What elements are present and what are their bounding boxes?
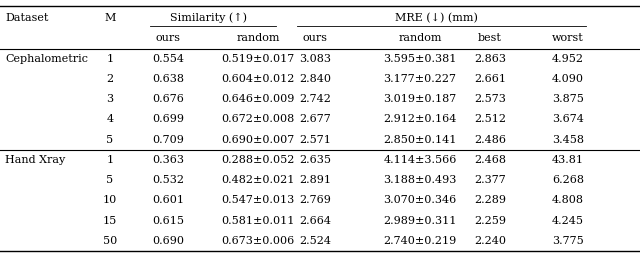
Text: random: random xyxy=(236,33,280,43)
Text: MRE (↓) (mm): MRE (↓) (mm) xyxy=(395,13,478,23)
Text: 2.377: 2.377 xyxy=(474,175,506,185)
Text: 1: 1 xyxy=(106,54,113,64)
Text: 3.083: 3.083 xyxy=(299,54,331,64)
Text: 0.554: 0.554 xyxy=(152,54,184,64)
Text: 2.259: 2.259 xyxy=(474,216,506,226)
Text: 6.268: 6.268 xyxy=(552,175,584,185)
Text: 0.709: 0.709 xyxy=(152,135,184,145)
Text: 0.532: 0.532 xyxy=(152,175,184,185)
Text: 0.676: 0.676 xyxy=(152,94,184,104)
Text: 2.912±0.164: 2.912±0.164 xyxy=(383,114,457,124)
Text: 3.674: 3.674 xyxy=(552,114,584,124)
Text: 3.875: 3.875 xyxy=(552,94,584,104)
Text: Dataset: Dataset xyxy=(5,13,49,23)
Text: M: M xyxy=(104,13,116,23)
Text: 2.863: 2.863 xyxy=(474,54,506,64)
Text: 2.740±0.219: 2.740±0.219 xyxy=(383,236,456,246)
Text: ours: ours xyxy=(156,33,180,43)
Text: 2.573: 2.573 xyxy=(474,94,506,104)
Text: 2.664: 2.664 xyxy=(299,216,331,226)
Text: 2.989±0.311: 2.989±0.311 xyxy=(383,216,457,226)
Text: 2.661: 2.661 xyxy=(474,74,506,84)
Text: Cephalometric: Cephalometric xyxy=(5,54,88,64)
Text: 43.81: 43.81 xyxy=(552,155,584,165)
Text: 3.595±0.381: 3.595±0.381 xyxy=(383,54,457,64)
Text: 3.775: 3.775 xyxy=(552,236,584,246)
Text: 1: 1 xyxy=(106,155,113,165)
Text: ours: ours xyxy=(303,33,328,43)
Text: 10: 10 xyxy=(103,195,117,205)
Text: 0.673±0.006: 0.673±0.006 xyxy=(221,236,294,246)
Text: 4.952: 4.952 xyxy=(552,54,584,64)
Text: 4.090: 4.090 xyxy=(552,74,584,84)
Text: worst: worst xyxy=(552,33,584,43)
Text: 2.512: 2.512 xyxy=(474,114,506,124)
Text: 2.677: 2.677 xyxy=(299,114,331,124)
Text: 0.519±0.017: 0.519±0.017 xyxy=(221,54,294,64)
Text: 2.240: 2.240 xyxy=(474,236,506,246)
Text: 3.177±0.227: 3.177±0.227 xyxy=(383,74,456,84)
Text: 5: 5 xyxy=(106,135,113,145)
Text: 2.289: 2.289 xyxy=(474,195,506,205)
Text: 2.524: 2.524 xyxy=(299,236,331,246)
Text: 0.581±0.011: 0.581±0.011 xyxy=(221,216,294,226)
Text: 2: 2 xyxy=(106,74,113,84)
Text: 0.363: 0.363 xyxy=(152,155,184,165)
Text: 3.458: 3.458 xyxy=(552,135,584,145)
Text: 2.891: 2.891 xyxy=(299,175,331,185)
Text: 2.742: 2.742 xyxy=(299,94,331,104)
Text: 0.646±0.009: 0.646±0.009 xyxy=(221,94,294,104)
Text: 0.638: 0.638 xyxy=(152,74,184,84)
Text: 0.547±0.013: 0.547±0.013 xyxy=(221,195,294,205)
Text: 2.468: 2.468 xyxy=(474,155,506,165)
Text: 4: 4 xyxy=(106,114,113,124)
Text: 4.245: 4.245 xyxy=(552,216,584,226)
Text: 0.672±0.008: 0.672±0.008 xyxy=(221,114,294,124)
Text: 5: 5 xyxy=(106,175,113,185)
Text: 0.601: 0.601 xyxy=(152,195,184,205)
Text: 0.482±0.021: 0.482±0.021 xyxy=(221,175,294,185)
Text: 4.808: 4.808 xyxy=(552,195,584,205)
Text: 0.690±0.007: 0.690±0.007 xyxy=(221,135,294,145)
Text: 50: 50 xyxy=(103,236,117,246)
Text: 2.840: 2.840 xyxy=(299,74,331,84)
Text: 2.486: 2.486 xyxy=(474,135,506,145)
Text: 3.188±0.493: 3.188±0.493 xyxy=(383,175,457,185)
Text: 2.635: 2.635 xyxy=(299,155,331,165)
Text: Hand Xray: Hand Xray xyxy=(5,155,65,165)
Text: 15: 15 xyxy=(103,216,117,226)
Text: random: random xyxy=(398,33,442,43)
Text: 0.604±0.012: 0.604±0.012 xyxy=(221,74,294,84)
Text: 0.699: 0.699 xyxy=(152,114,184,124)
Text: 0.615: 0.615 xyxy=(152,216,184,226)
Text: 3.070±0.346: 3.070±0.346 xyxy=(383,195,456,205)
Text: 0.288±0.052: 0.288±0.052 xyxy=(221,155,294,165)
Text: 2.850±0.141: 2.850±0.141 xyxy=(383,135,457,145)
Text: 4.114±3.566: 4.114±3.566 xyxy=(383,155,457,165)
Text: 2.571: 2.571 xyxy=(299,135,331,145)
Text: 3: 3 xyxy=(106,94,113,104)
Text: 2.769: 2.769 xyxy=(299,195,331,205)
Text: 0.690: 0.690 xyxy=(152,236,184,246)
Text: Similarity (↑): Similarity (↑) xyxy=(170,13,246,23)
Text: 3.019±0.187: 3.019±0.187 xyxy=(383,94,456,104)
Text: best: best xyxy=(478,33,502,43)
